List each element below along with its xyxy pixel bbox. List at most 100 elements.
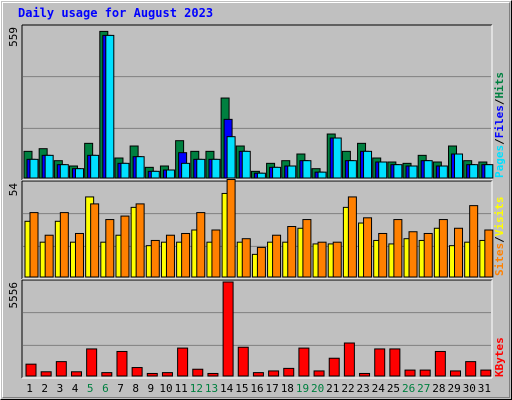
legend-hits-files-pages: Pages/Files/Hits [493,72,506,178]
pages-bar [226,136,236,179]
kbytes-bar [86,348,98,377]
pages-bar [363,150,373,179]
x-tick-label-18: 18 [281,382,294,395]
sites-bar [105,219,115,278]
pages-bar [454,153,464,179]
kbytes-bar [146,372,158,377]
hits-max-label: 559 [7,27,20,47]
kbytes-bar [207,372,219,377]
x-tick-label-23: 23 [357,382,370,395]
kbytes-bar [404,369,416,377]
x-tick-label-6: 6 [102,382,109,395]
kbytes-bar [313,370,325,377]
sites-bar [378,232,388,278]
kbytes-bar [161,372,173,377]
pages-bar [347,160,357,179]
pages-bar [241,150,251,179]
legend-hits-files-pages-pages: Pages [493,145,506,178]
kbytes-bar [389,348,401,377]
x-tick-label-15: 15 [235,382,248,395]
sites-bar [150,239,160,278]
kbytes-bar [237,346,249,377]
sites-bar [484,229,494,278]
x-tick-label-9: 9 [148,382,155,395]
sites-bar [408,231,418,278]
sites-bar [90,203,100,278]
sites-bar [196,212,206,278]
kbytes-bar [434,350,446,377]
kbytes-panel [22,280,492,378]
sites-bar [165,234,175,278]
pages-bar [332,137,342,179]
pages-bar [29,158,39,179]
pages-bar [90,154,100,179]
legend-hits-files-pages-separator: / [493,138,506,145]
sites-bar [226,179,236,278]
sites-bar [120,215,130,278]
kbytes-bar [374,348,386,377]
kbytes-bar [116,350,128,377]
kbytes-bar [359,372,371,377]
x-tick-label-24: 24 [372,382,386,395]
x-tick-label-1: 1 [26,382,33,395]
x-tick-label-13: 13 [205,382,218,395]
pages-bar [317,171,327,179]
x-tick-label-7: 7 [117,382,124,395]
kbytes-bar [101,372,113,377]
x-tick-label-26: 26 [402,382,415,395]
pages-bar [196,158,206,179]
kbytes-bar [343,342,355,377]
pages-bar [74,168,84,179]
kbytes-bar [40,371,52,377]
legend-kbytes-kbytes: KBytes [493,337,506,377]
pages-bar [484,164,494,179]
kbytes-bar [419,369,431,377]
pages-bar [287,165,297,179]
x-tick-label-4: 4 [72,382,79,395]
sites-bar [287,226,297,278]
x-tick-label-14: 14 [220,382,234,395]
sites-bar [29,212,39,278]
x-tick-label-17: 17 [266,382,279,395]
x-tick-label-29: 29 [447,382,460,395]
kbytes-bar [70,371,82,377]
kbytes-max-label: 5556 [7,282,20,309]
legend-hits-files-pages-separator: / [493,98,506,105]
kbytes-bar [222,281,234,377]
kbytes-bar [25,363,37,377]
kbytes-bar [192,368,204,377]
kbytes-bar [480,369,492,377]
sites-bar [423,232,433,278]
sites-bar [74,232,84,278]
pages-bar [181,162,191,179]
x-tick-label-5: 5 [87,382,94,395]
kbytes-bar [268,370,280,377]
legend-hits-files-pages-hits: Hits [493,72,506,99]
sites-bar [302,219,312,278]
kbytes-bar [252,372,264,377]
sites-bar [135,203,145,278]
kbytes-bar [131,367,143,377]
legend-visits-sites-visits: Visits [493,197,506,237]
sites-bar [347,196,357,278]
pages-bar [59,164,69,179]
pages-bar [120,162,130,179]
x-tick-label-25: 25 [387,382,400,395]
x-tick-label-16: 16 [250,382,263,395]
pages-bar [150,170,160,179]
pages-bar [256,172,266,179]
x-tick-label-22: 22 [341,382,354,395]
pages-bar [165,169,175,179]
sites-bar [363,217,373,278]
legend-hits-files-pages-files: Files [493,105,506,138]
x-tick-label-28: 28 [432,382,445,395]
x-tick-label-27: 27 [417,382,430,395]
x-tick-label-31: 31 [478,382,491,395]
x-tick-label-21: 21 [326,382,339,395]
pages-bar [469,164,479,179]
sites-bar [272,234,282,278]
x-tick-label-20: 20 [311,382,324,395]
pages-bar [135,156,145,179]
kbytes-bar [55,361,67,377]
